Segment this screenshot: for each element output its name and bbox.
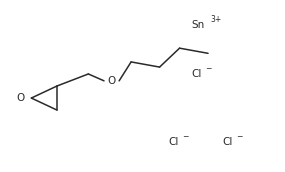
- Text: Cl: Cl: [191, 69, 201, 79]
- Text: Cl: Cl: [168, 137, 178, 147]
- Text: −: −: [182, 132, 189, 141]
- Text: 3+: 3+: [210, 15, 221, 24]
- Text: −: −: [205, 64, 211, 73]
- Text: O: O: [17, 93, 25, 103]
- Text: O: O: [107, 76, 115, 86]
- Text: Sn: Sn: [191, 20, 204, 30]
- Text: −: −: [237, 132, 243, 141]
- Text: Cl: Cl: [222, 137, 233, 147]
